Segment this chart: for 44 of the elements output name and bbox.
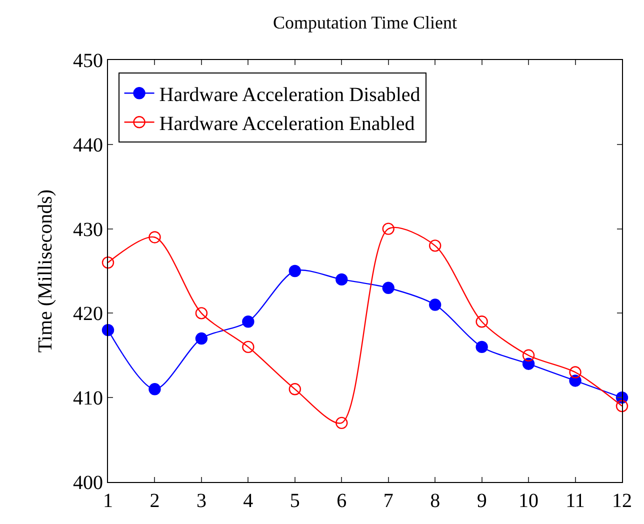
x-tick-label: 7: [383, 490, 394, 512]
x-tick-label: 1: [103, 490, 113, 512]
y-tick-label: 410: [73, 388, 103, 410]
point: [616, 400, 628, 412]
point: [476, 316, 488, 328]
x-tick-label: 5: [290, 490, 300, 512]
point: [336, 416, 348, 430]
point: [288, 383, 302, 396]
point: [428, 298, 442, 311]
point: [522, 358, 535, 370]
point: [428, 240, 442, 252]
y-tick-label: 440: [73, 134, 103, 156]
y-tick-label: 430: [73, 218, 103, 241]
point: [336, 273, 348, 286]
y-tick-label: 450: [73, 50, 103, 72]
point: [195, 307, 208, 320]
x-tick-label: 10: [518, 490, 539, 512]
legend-label: Hardware Acceleration Enabled: [159, 112, 415, 135]
point: [102, 324, 114, 336]
point: [242, 340, 254, 354]
point: [476, 340, 488, 354]
point: [382, 222, 394, 235]
point: [242, 316, 254, 328]
point: [522, 349, 535, 362]
point: [148, 383, 161, 396]
point: [288, 264, 302, 278]
x-tick-label: 8: [430, 490, 440, 512]
point: [569, 366, 582, 378]
y-axis-title: Time (Milliseconds): [34, 189, 56, 353]
x-tick-label: 6: [336, 490, 347, 512]
x-tick-label: 9: [476, 490, 487, 512]
point: [102, 256, 114, 269]
x-tick-label: 11: [566, 490, 585, 512]
x-tick-label: 4: [243, 490, 254, 512]
y-tick-label: 420: [73, 303, 103, 326]
point: [195, 332, 208, 345]
point: [148, 231, 161, 244]
x-tick-label: 12: [612, 490, 632, 512]
x-tick-label: 3: [196, 490, 206, 512]
x-tick-label: 2: [150, 490, 160, 512]
chart-title: Computation Time Client: [272, 12, 458, 32]
y-tick-label: 400: [73, 472, 103, 494]
legend-label: Hardware Acceleration Disabled: [159, 84, 420, 106]
point: [382, 282, 394, 294]
